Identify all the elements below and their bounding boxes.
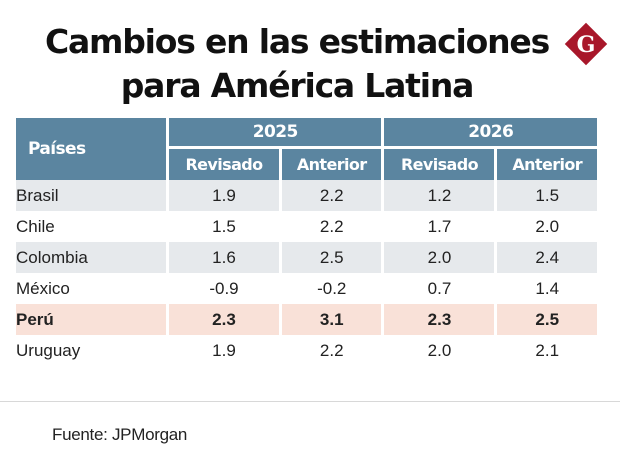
value-cell: 2.0 bbox=[535, 216, 560, 236]
value-cell: 2.1 bbox=[535, 340, 560, 360]
value-cell: 0.7 bbox=[427, 278, 452, 298]
subheader-2025-anterior: Anterior bbox=[281, 149, 382, 180]
value-cell: 1.5 bbox=[212, 216, 236, 236]
value-cell: 2.2 bbox=[319, 216, 344, 236]
value-cell: 2.3 bbox=[169, 304, 279, 335]
value-cell: 1.9 bbox=[169, 180, 279, 211]
country-cell: Uruguay bbox=[16, 340, 81, 360]
country-cell: Chile bbox=[16, 216, 55, 236]
value-cell: 2.2 bbox=[281, 180, 382, 211]
value-cell: 2.4 bbox=[497, 242, 597, 273]
estimates-table: Países 2025 2026 Revisado Anterior Revis… bbox=[13, 118, 600, 366]
table-row: Colombia 1.6 2.5 2.0 2.4 bbox=[16, 242, 597, 273]
table-row: México -0.9 -0.2 0.7 1.4 bbox=[16, 273, 597, 304]
subheader-2026-revisado: Revisado bbox=[384, 149, 495, 180]
source-note: Fuente: JPMorgan bbox=[52, 425, 188, 444]
value-cell: -0.9 bbox=[209, 278, 239, 298]
logo-letter: G bbox=[577, 32, 596, 58]
value-cell: -0.2 bbox=[317, 278, 347, 298]
subheader-2026-anterior: Anterior bbox=[497, 149, 597, 180]
value-cell: 2.5 bbox=[281, 242, 382, 273]
table-row: Uruguay 1.9 2.2 2.0 2.1 bbox=[16, 335, 597, 366]
table-row: Chile 1.5 2.2 1.7 2.0 bbox=[16, 211, 597, 242]
header-paises: Países bbox=[16, 118, 166, 180]
subheader-2025-revisado: Revisado bbox=[169, 149, 279, 180]
value-cell: 1.6 bbox=[169, 242, 279, 273]
value-cell: 2.2 bbox=[319, 340, 344, 360]
country-cell: México bbox=[16, 278, 70, 298]
value-cell: 2.3 bbox=[384, 304, 495, 335]
header-year-2025: 2025 bbox=[169, 118, 382, 149]
table-row: Perú 2.3 3.1 2.3 2.5 bbox=[16, 304, 597, 335]
g-diamond-logo-icon: G bbox=[564, 22, 608, 66]
value-cell: 1.5 bbox=[497, 180, 597, 211]
value-cell: 1.2 bbox=[384, 180, 495, 211]
page-title: Cambios en las estimaciones para América… bbox=[0, 20, 594, 108]
title-line-1: Cambios en las estimaciones bbox=[44, 22, 550, 61]
value-cell: 2.0 bbox=[427, 340, 452, 360]
value-cell: 1.9 bbox=[212, 340, 236, 360]
value-cell: 3.1 bbox=[281, 304, 382, 335]
country-cell: Brasil bbox=[16, 180, 166, 211]
country-cell: Perú bbox=[16, 304, 166, 335]
table-row: Brasil 1.9 2.2 1.2 1.5 bbox=[16, 180, 597, 211]
value-cell: 2.5 bbox=[497, 304, 597, 335]
footer-divider bbox=[0, 401, 620, 402]
value-cell: 1.7 bbox=[427, 216, 452, 236]
title-line-2: para América Latina bbox=[120, 66, 475, 105]
country-cell: Colombia bbox=[16, 242, 166, 273]
value-cell: 2.0 bbox=[384, 242, 495, 273]
header-year-2026: 2026 bbox=[384, 118, 597, 149]
value-cell: 1.4 bbox=[535, 278, 560, 298]
